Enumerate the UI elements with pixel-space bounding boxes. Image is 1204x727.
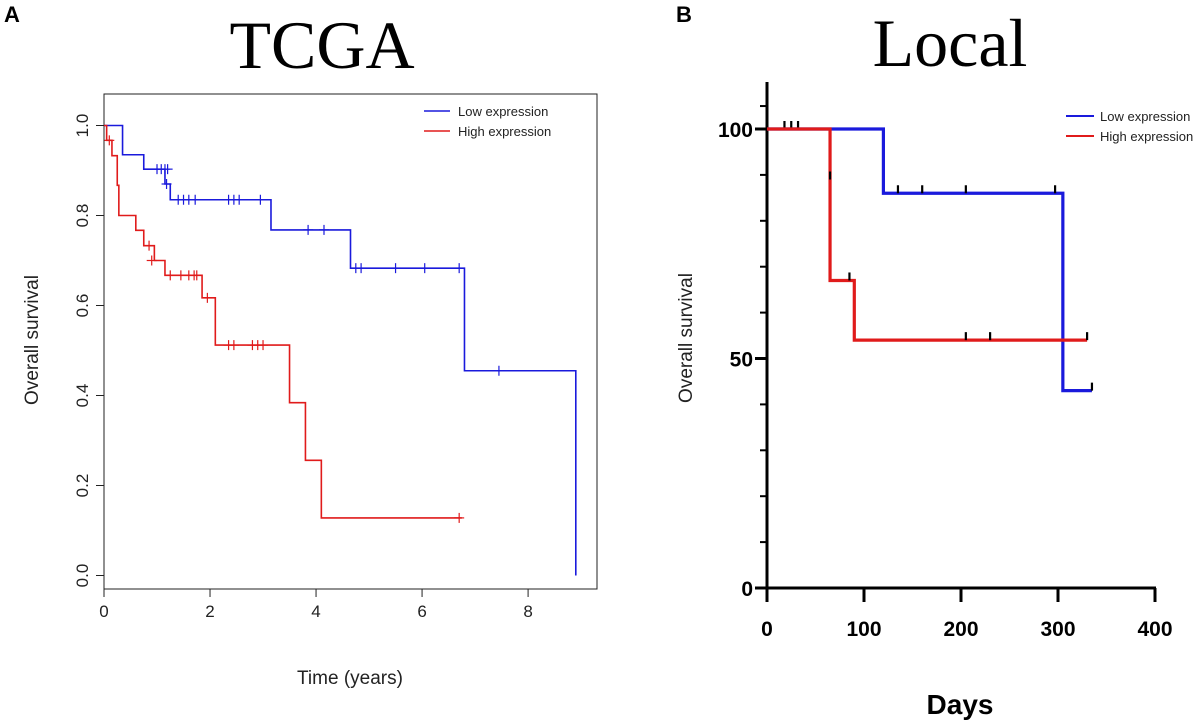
panel-a-y-tick-label: 0.8	[73, 204, 92, 228]
panel-b: B Local Days Overall survival 0 100 200 300…	[676, 2, 1193, 720]
panel-a-legend-low-label: Low expression	[458, 104, 548, 119]
panel-a-y-tick-label: 1.0	[73, 114, 92, 138]
panel-b-x-tick-label: 300	[1040, 618, 1075, 641]
panel-a-x-tick-label: 6	[417, 602, 426, 621]
panel-b-x-tick-label: 100	[846, 618, 881, 641]
panel-b-x-axis-label: Days	[927, 689, 994, 720]
panel-b-x-tick-label: 400	[1137, 618, 1172, 641]
panel-a-high-expression-curve	[104, 124, 462, 519]
panel-b-y-axis-label: Overall survival	[676, 273, 697, 403]
panel-b-x-tick-label: 200	[943, 618, 978, 641]
panel-b-legend-high-label: High expression	[1100, 129, 1193, 144]
panel-b-low-expression-curve	[767, 127, 1092, 393]
panel-b-letter: B	[676, 2, 692, 27]
panel-b-y-tick-label: 50	[730, 349, 753, 372]
panel-a-plot-frame	[103, 93, 598, 590]
panel-a-legend-high-label: High expression	[458, 124, 551, 139]
panel-b-high-expression-curve	[767, 127, 1088, 342]
panel-b-title: Local	[873, 5, 1028, 81]
panel-a-letter: A	[4, 2, 20, 27]
panel-a-x-tick-label: 8	[523, 602, 532, 621]
panel-b-x-tick-label: 0	[761, 618, 773, 641]
panel-a-y-tick-label: 0.0	[73, 564, 92, 588]
panel-a-y-axis-label: Overall survival	[22, 275, 43, 405]
panel-b-y-tick-label: 100	[718, 119, 753, 142]
panel-b-series	[767, 121, 1094, 393]
panel-b-x-ticks: 0 100 200 300 400	[761, 588, 1173, 641]
panel-a-y-ticks: 0.0 0.2 0.4 0.6 0.8 1.0	[73, 114, 104, 588]
panel-a-x-axis-label: Time (years)	[297, 668, 403, 689]
panel-a-series	[104, 124, 577, 576]
panel-a-legend: Low expression High expression	[424, 104, 551, 139]
panel-a: A TCGA Time (years) Overall survival 0 2 4…	[4, 2, 598, 689]
panel-a-x-tick-label: 2	[205, 602, 214, 621]
panel-a-title: TCGA	[229, 7, 414, 83]
panel-b-y-tick-label: 0	[741, 578, 753, 601]
panel-b-legend-low-label: Low expression	[1100, 109, 1190, 124]
panel-a-y-tick-label: 0.2	[73, 474, 92, 498]
panel-a-x-ticks: 0 2 4 6 8	[99, 589, 533, 621]
panel-a-x-tick-label: 4	[311, 602, 320, 621]
panel-a-y-tick-label: 0.6	[73, 294, 92, 318]
panel-a-y-tick-label: 0.4	[73, 384, 92, 408]
panel-a-x-tick-label: 0	[99, 602, 108, 621]
panel-a-low-expression-curve	[104, 124, 577, 576]
panel-b-legend: Low expression High expression	[1066, 109, 1193, 144]
panel-b-y-ticks: 0 50 100	[718, 105, 767, 601]
